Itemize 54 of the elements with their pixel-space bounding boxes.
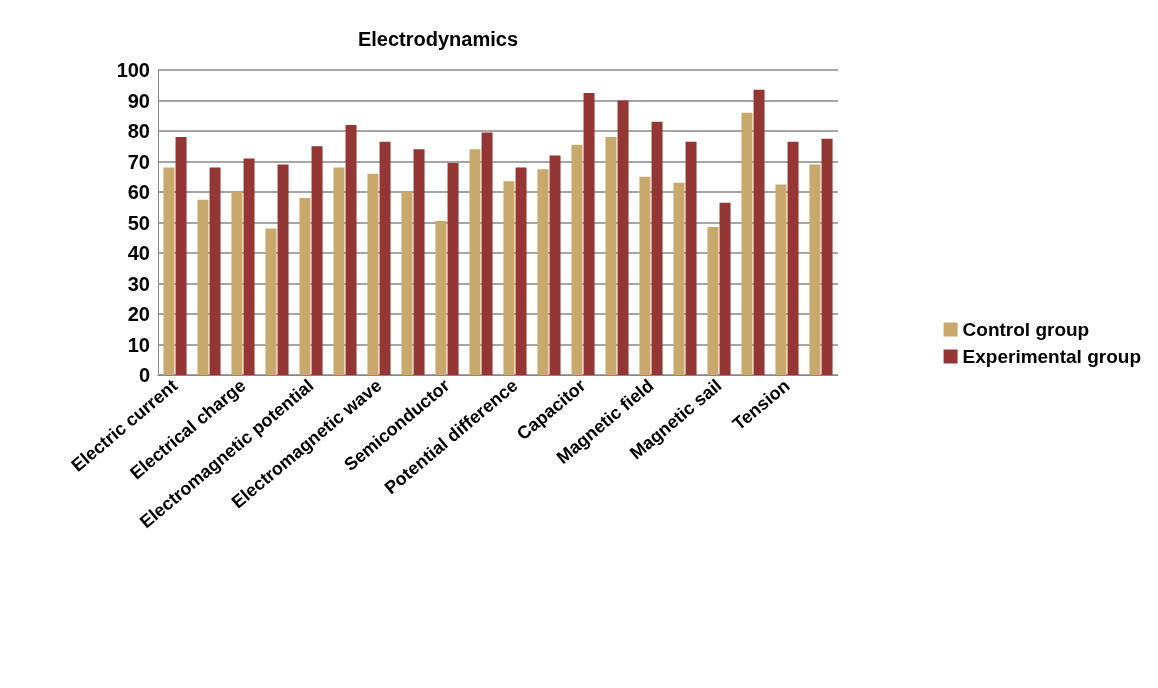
bar xyxy=(379,141,391,375)
bar xyxy=(345,124,357,375)
bar xyxy=(515,167,527,375)
y-tick-label: 70 xyxy=(127,150,150,173)
bar xyxy=(503,181,515,375)
y-tick-label: 50 xyxy=(127,211,150,234)
bar xyxy=(639,176,651,375)
bar xyxy=(243,158,255,375)
bar xyxy=(163,167,175,375)
bar xyxy=(583,92,595,375)
bar xyxy=(617,100,629,375)
bar xyxy=(719,202,731,375)
bar xyxy=(481,132,493,375)
bar xyxy=(447,163,459,375)
y-tick-label: 10 xyxy=(127,333,150,356)
bar xyxy=(605,137,617,375)
bar xyxy=(333,167,345,375)
y-tick-label: 30 xyxy=(127,272,150,295)
bar xyxy=(197,199,209,375)
bar xyxy=(299,198,311,375)
bar xyxy=(265,228,277,375)
bar xyxy=(175,137,187,375)
y-tick-label: 40 xyxy=(127,242,150,264)
bar xyxy=(809,164,821,375)
chart-title: Electrodynamics xyxy=(357,28,519,50)
y-tick-label: 90 xyxy=(127,89,150,112)
y-tick-label: 80 xyxy=(127,120,150,142)
bar xyxy=(741,112,753,375)
bar xyxy=(367,173,379,375)
bar xyxy=(231,192,243,375)
bar xyxy=(311,146,323,375)
bar xyxy=(753,89,765,375)
legend-label: Control group xyxy=(962,319,1090,340)
y-tick-label: 60 xyxy=(127,181,150,203)
y-tick-label: 20 xyxy=(127,303,150,325)
bar xyxy=(469,149,481,375)
y-tick-label: 0 xyxy=(138,364,150,386)
bar xyxy=(277,164,289,375)
legend-label: Experimental group xyxy=(962,346,1141,367)
bar xyxy=(651,121,663,375)
bar xyxy=(537,169,549,375)
bar xyxy=(571,144,583,375)
bar xyxy=(673,182,685,375)
bar xyxy=(435,220,447,375)
bar xyxy=(209,167,221,375)
bar xyxy=(685,141,697,375)
bar xyxy=(787,141,799,375)
bar xyxy=(707,227,719,375)
bar xyxy=(413,149,425,375)
bar xyxy=(821,138,833,375)
bar xyxy=(549,155,561,375)
bar xyxy=(775,184,787,375)
bar xyxy=(401,192,413,375)
y-tick-label: 100 xyxy=(116,59,150,81)
